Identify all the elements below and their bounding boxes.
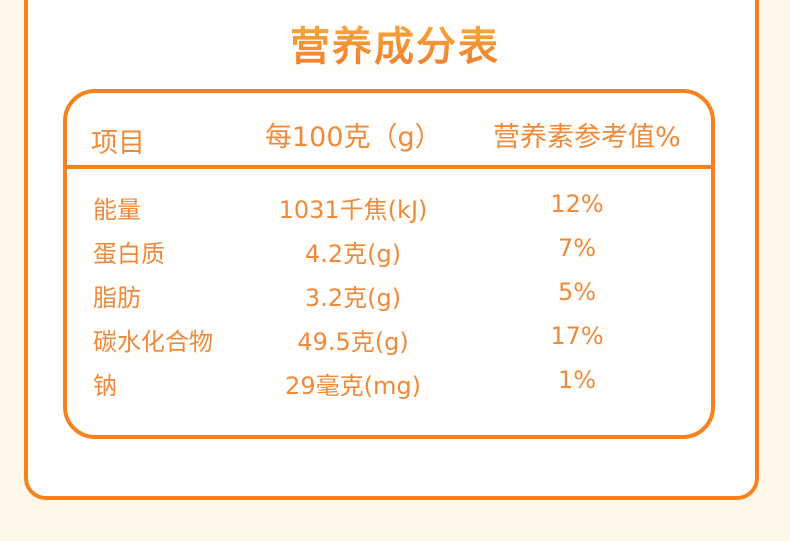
row-amount: 4.2克(g) — [304, 240, 402, 268]
row-amount: 29毫克(mg) — [285, 372, 421, 400]
header-nrv: 营养素参考值% — [493, 122, 681, 153]
row-label: 脂肪 — [93, 284, 141, 312]
page-title: 营养成分表 — [0, 14, 790, 72]
row-nrv: 7% — [557, 234, 597, 262]
row-nrv: 1% — [557, 366, 597, 394]
row-label: 蛋白质 — [93, 240, 165, 268]
row-label: 能量 — [93, 196, 141, 224]
header-divider — [67, 165, 711, 169]
nutrition-table: 项目 每100克（g） 营养素参考值% 能量 1031千焦(kJ) 12% 蛋白质 4.… — [63, 89, 715, 439]
row-amount: 49.5克(g) — [297, 328, 409, 356]
row-nrv: 17% — [550, 322, 604, 350]
row-amount: 1031千焦(kJ) — [278, 196, 428, 224]
row-label: 钠 — [93, 372, 117, 400]
outer-frame — [24, 0, 759, 500]
row-amount: 3.2克(g) — [304, 284, 402, 312]
row-nrv: 12% — [550, 190, 604, 218]
row-label: 碳水化合物 — [93, 328, 213, 356]
header-per-100g: 每100克（g） — [265, 122, 442, 153]
row-nrv: 5% — [557, 278, 597, 306]
header-item: 项目 — [91, 128, 145, 159]
